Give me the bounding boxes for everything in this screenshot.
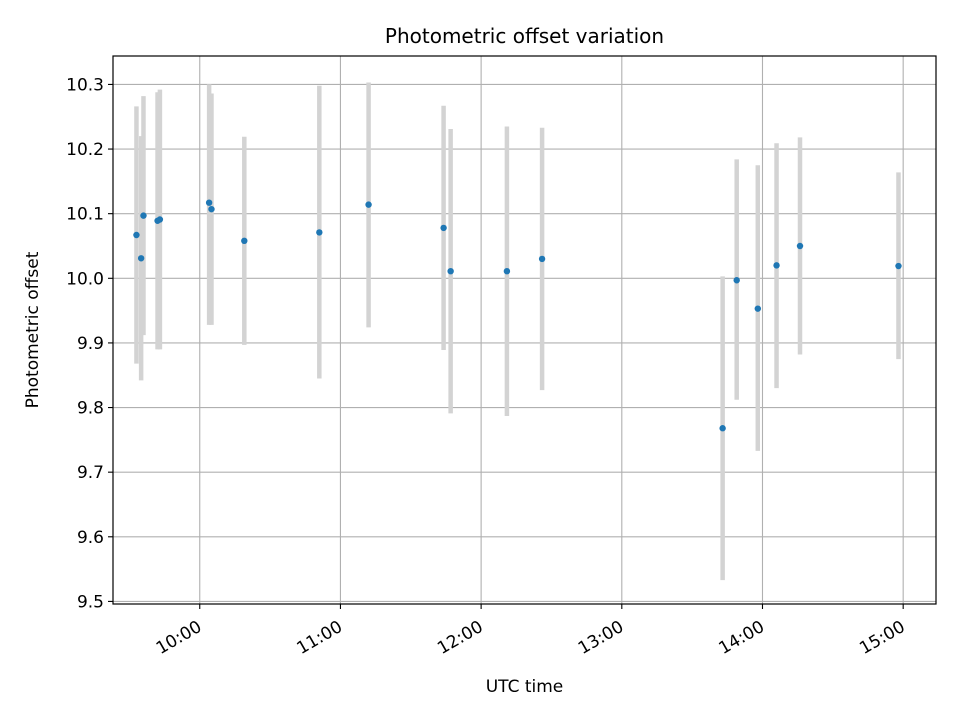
x-axis-label: UTC time: [486, 677, 564, 697]
y-tick-label: 9.9: [77, 334, 104, 354]
data-point: [733, 277, 740, 284]
data-point: [773, 262, 780, 269]
plot-frame: [112, 55, 937, 605]
y-tick-label: 9.5: [77, 592, 104, 612]
chart-title: Photometric offset variation: [385, 24, 664, 48]
data-point: [133, 231, 140, 239]
y-tick-label: 9.7: [77, 463, 104, 483]
data-point: [156, 216, 164, 223]
data-point: [503, 267, 511, 275]
y-tick-label: 10.1: [66, 205, 104, 225]
y-axis-ticks: 9.5 9.6 9.7 9.8 9.9 10.0 10.1 10.2 10.3: [66, 75, 113, 612]
data-point: [140, 212, 147, 219]
y-axis-label: Photometric offset: [23, 251, 43, 408]
y-tick-label: 10.3: [66, 75, 104, 95]
data-point: [895, 262, 902, 270]
data-point: [447, 267, 454, 275]
y-tick-label: 9.8: [77, 399, 104, 419]
data-point: [719, 425, 726, 432]
y-tick-label: 10.0: [66, 269, 104, 289]
data-point: [208, 205, 215, 213]
data-point: [754, 305, 762, 312]
data-point: [796, 242, 804, 250]
y-tick-label: 10.2: [66, 140, 104, 160]
data-point: [365, 201, 372, 208]
y-tick-label: 9.6: [77, 528, 104, 548]
data-point: [137, 255, 145, 262]
data-point: [241, 237, 248, 245]
data-points: [133, 199, 902, 432]
data-point: [205, 199, 213, 206]
data-point: [538, 255, 546, 263]
data-point: [316, 229, 323, 236]
data-point: [440, 224, 447, 232]
